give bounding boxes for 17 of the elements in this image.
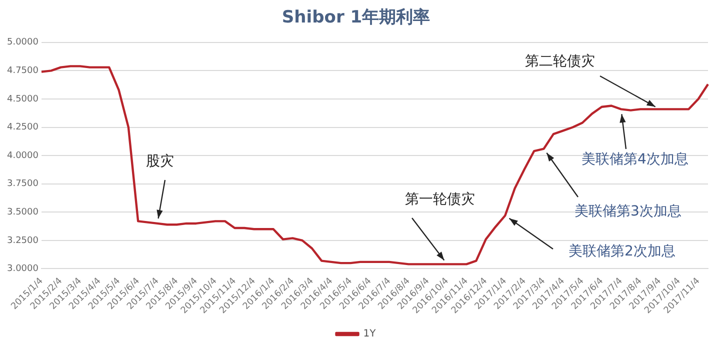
y-tick-label: 3.7500 — [6, 179, 39, 190]
y-tick-label: 3.2500 — [6, 236, 39, 246]
annotation: 第二轮债灾 — [525, 54, 595, 70]
chart-title: Shibor 1年期利率 — [282, 8, 430, 28]
y-tick-label: 3.0000 — [6, 264, 39, 274]
y-tick-label: 3.5000 — [6, 207, 39, 218]
annotation: 美联储第2次加息 — [568, 244, 676, 260]
y-tick-label: 5.0000 — [6, 38, 39, 48]
annotation: 美联储第4次加息 — [582, 152, 688, 168]
annotation: 股灾 — [146, 154, 174, 170]
y-tick-label: 4.2500 — [6, 122, 39, 133]
annotation: 美联储第3次加息 — [574, 204, 682, 220]
legend-label: 1Y — [363, 328, 377, 340]
y-tick-label: 4.7500 — [6, 66, 39, 76]
y-tick-label: 4.0000 — [6, 150, 39, 161]
y-tick-label: 4.5000 — [6, 94, 39, 104]
annotation: 第一轮债灾 — [405, 192, 475, 208]
